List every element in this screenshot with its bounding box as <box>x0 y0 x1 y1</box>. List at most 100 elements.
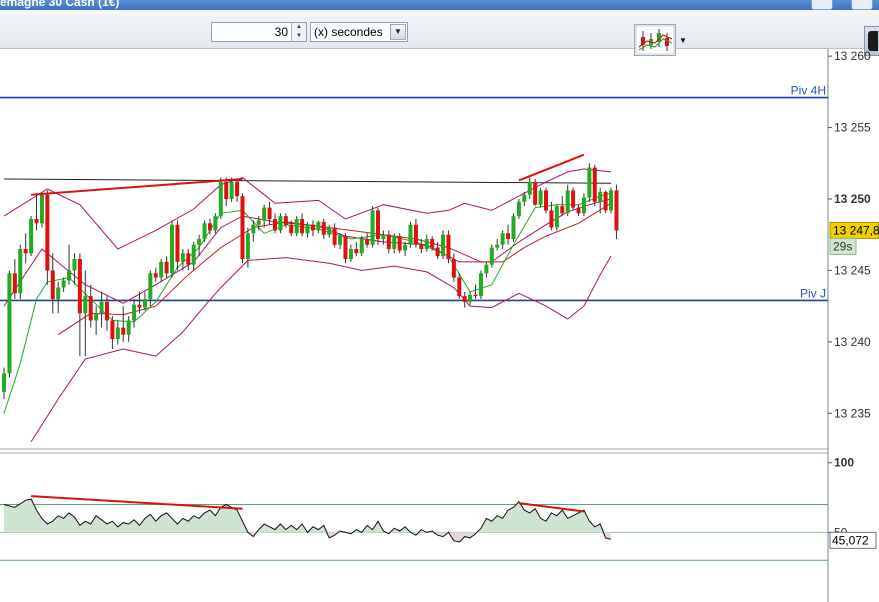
candle-body <box>408 224 413 245</box>
candle <box>132 299 137 328</box>
chart-toolbar: 30 ▲ ▼ (x) secondes ▼ ▼ <box>0 10 879 56</box>
candle-body <box>34 219 39 224</box>
price-chart[interactable]: Piv 4H Piv J 13 260 13 255 13 250 13 245 13 2… <box>0 49 879 602</box>
candle <box>159 259 164 282</box>
candle <box>403 241 408 257</box>
candle <box>533 179 538 207</box>
candle <box>104 296 109 331</box>
candle <box>256 216 261 231</box>
price-axis-label: 13 240 <box>834 335 871 349</box>
candle-body <box>224 181 229 199</box>
candle <box>267 201 272 225</box>
candle <box>381 230 386 245</box>
candle-body <box>327 227 332 235</box>
candle-body <box>67 270 72 281</box>
candle <box>609 187 614 214</box>
candle-body <box>251 224 256 234</box>
candle <box>386 230 391 254</box>
candle <box>94 306 99 335</box>
candle-body <box>462 296 467 302</box>
oscillator-value-tag <box>829 531 877 549</box>
candle-body <box>191 244 196 265</box>
candle <box>332 223 337 248</box>
candle-body <box>159 261 164 278</box>
candle-body <box>484 264 489 274</box>
candle-body <box>473 294 478 297</box>
candle <box>273 213 277 234</box>
candle <box>23 233 28 264</box>
candle <box>180 249 185 271</box>
candle <box>473 284 478 299</box>
candle-body <box>273 219 277 231</box>
candle-body <box>218 181 223 217</box>
chevron-down-icon[interactable]: ▼ <box>390 24 406 40</box>
candle <box>614 184 619 239</box>
candle <box>430 236 435 251</box>
candle <box>435 241 440 259</box>
oscillator-trend-line <box>31 495 243 510</box>
oscillator-trend-line <box>518 502 585 513</box>
spin-up-icon[interactable]: ▲ <box>296 24 302 30</box>
candle <box>554 204 559 231</box>
period-stepper[interactable]: ▲ ▼ <box>291 23 306 41</box>
candle <box>457 273 462 299</box>
candle <box>137 291 142 314</box>
candle-body <box>245 233 250 259</box>
candle-body <box>29 219 34 254</box>
candle-body <box>516 201 521 217</box>
candle <box>115 320 120 345</box>
candle-body <box>435 247 440 257</box>
candle-body <box>506 233 511 239</box>
candle <box>598 187 603 214</box>
candle-body <box>2 373 6 392</box>
window-title: emagne 30 Cash (1€) <box>0 0 120 9</box>
bollinger-lower-line <box>30 255 612 443</box>
period-unit-select[interactable]: (x) secondes ▼ <box>310 22 408 42</box>
candle-body <box>522 194 527 202</box>
candle <box>34 193 39 231</box>
candle-body <box>538 190 543 205</box>
candle-body <box>83 296 88 314</box>
side-panel-tab[interactable] <box>864 26 879 56</box>
candle-body <box>365 239 370 245</box>
candle <box>50 253 55 314</box>
oscillator-positive-area <box>4 499 611 533</box>
candle-body <box>386 234 391 249</box>
candle-body <box>500 233 505 245</box>
candle <box>197 234 202 257</box>
candle-body <box>392 236 397 249</box>
candle-body <box>121 327 126 335</box>
candle <box>327 224 332 238</box>
candle <box>506 224 511 245</box>
candle-body <box>592 167 597 202</box>
candle <box>576 204 581 217</box>
candle <box>164 256 169 278</box>
candle-body <box>294 219 299 234</box>
chart-type-button[interactable] <box>634 24 676 56</box>
candle-body <box>142 299 147 308</box>
candle-body <box>370 210 375 245</box>
candle <box>359 236 364 257</box>
maximize-button[interactable] <box>851 0 873 10</box>
minimize-button[interactable] <box>811 0 833 10</box>
candle <box>2 367 6 399</box>
candle-body <box>115 327 120 339</box>
candle-body <box>300 219 305 234</box>
candle <box>245 227 250 268</box>
candle-body <box>186 253 191 265</box>
candle <box>67 244 72 285</box>
candle <box>153 267 158 282</box>
period-spinbox[interactable]: 30 ▲ ▼ <box>211 22 307 42</box>
candle <box>88 284 93 328</box>
candle <box>110 316 115 349</box>
candle-body <box>495 244 500 248</box>
candle-body <box>478 273 483 297</box>
candle <box>39 191 44 228</box>
candle <box>99 291 104 328</box>
candle-body <box>180 253 185 262</box>
candle-body <box>23 249 28 254</box>
oscillator-axis-label: 100 <box>834 456 854 470</box>
spin-down-icon[interactable]: ▼ <box>296 33 302 39</box>
chart-type-dropdown-icon[interactable]: ▼ <box>679 36 687 45</box>
candle-body <box>137 304 142 308</box>
